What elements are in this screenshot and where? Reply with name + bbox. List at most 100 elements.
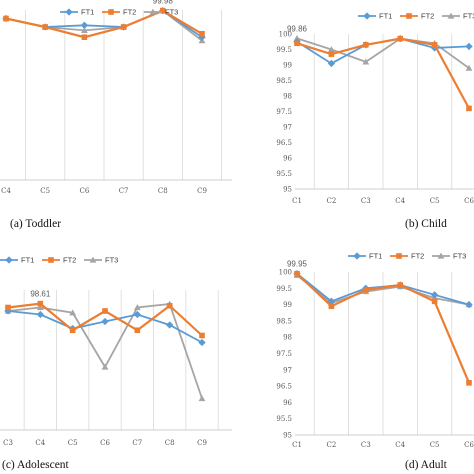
y-tick-label: 96 [283, 399, 292, 407]
data-point-ft3 [69, 309, 77, 316]
legend-label-ft1: FT1 [369, 252, 382, 261]
x-tick-label: C3 [361, 197, 371, 205]
data-point-ft2 [120, 24, 127, 30]
data-point-ft3 [198, 395, 206, 402]
data-point-ft2 [431, 42, 438, 48]
data-point-ft1 [465, 300, 473, 309]
x-tick-label: C7 [132, 439, 142, 447]
legend-label-ft2: FT2 [411, 252, 424, 261]
x-tick-label: C9 [197, 187, 207, 195]
data-point-ft1 [165, 321, 174, 329]
x-tick-label: C4 [395, 197, 405, 205]
series-line-ft2 [296, 37, 470, 109]
chart-caption: (b) Child [405, 218, 447, 230]
chart-caption: (a) Toddler [10, 218, 61, 230]
x-tick-label: C6 [100, 439, 110, 447]
data-point-ft1 [430, 291, 439, 299]
data-point-ft3 [328, 46, 335, 53]
data-point-ft3 [101, 363, 109, 370]
data-point-ft3 [362, 58, 370, 65]
legend-label-ft3: FT3 [105, 256, 118, 265]
y-tick-label: 97.5 [276, 108, 292, 116]
x-tick-label: C2 [326, 197, 336, 205]
data-point-ft1 [36, 310, 45, 319]
x-tick-label: C6 [464, 441, 474, 449]
y-tick-label: 95 [283, 432, 292, 440]
x-tick-label: C8 [165, 439, 175, 447]
y-tick-label: 97 [283, 366, 292, 374]
y-tick-label: 96 [283, 155, 292, 163]
data-point-ft2 [160, 7, 166, 14]
legend-marker-ft2 [48, 257, 54, 263]
data-label: 98.61 [30, 290, 51, 299]
y-tick-label: 97.5 [276, 350, 292, 358]
legend-label-ft1: FT1 [81, 8, 94, 17]
y-tick-label: 100 [279, 269, 292, 277]
x-tick-label: C1 [292, 197, 302, 205]
legend-marker-ft1 [353, 252, 361, 260]
data-point-ft2 [69, 327, 76, 334]
y-tick-label: 96.5 [276, 139, 292, 147]
data-point-ft2 [328, 51, 335, 57]
legend-marker-ft1 [363, 12, 371, 20]
data-label: 99.98 [153, 0, 174, 6]
x-tick-label: C8 [158, 187, 168, 195]
x-tick-label: C5 [430, 197, 440, 205]
x-tick-label: C4 [1, 187, 11, 195]
x-tick-label: C1 [292, 441, 302, 449]
x-tick-label: C4 [395, 441, 405, 449]
x-tick-label: C3 [361, 441, 371, 449]
data-point-ft2 [134, 327, 141, 334]
legend-marker-ft1 [65, 8, 73, 16]
y-tick-label: 98.5 [276, 77, 292, 85]
legend-marker-ft3 [437, 252, 445, 259]
y-tick-label: 96.5 [276, 383, 292, 391]
legend-label-ft3: FT3 [453, 252, 466, 261]
legend-marker-ft2 [406, 13, 412, 19]
legend-label-ft3: FT3 [165, 8, 178, 17]
x-tick-label: C5 [40, 187, 50, 195]
legend-label-ft3: FT3 [463, 12, 474, 21]
data-point-ft1 [198, 338, 206, 347]
data-point-ft1 [327, 59, 336, 68]
legend-label-ft2: FT2 [123, 8, 136, 17]
y-tick-label: 99 [283, 62, 292, 70]
legend-marker-ft2 [396, 253, 402, 259]
data-point-ft3 [465, 64, 473, 71]
data-point-ft2 [199, 31, 205, 37]
data-point-ft2 [397, 282, 403, 288]
y-tick-label: 99.5 [276, 285, 292, 293]
y-tick-label: 95.5 [276, 170, 292, 178]
x-tick-label: C9 [197, 439, 207, 447]
chart-panel-3: C3 C4 C5 C6 C7 C8 C9 98.61 FT1 FT2 FT3 (c) Adolesce… [0, 256, 232, 471]
x-tick-label: C7 [119, 187, 129, 195]
data-point-ft2 [294, 40, 300, 47]
y-tick-label: 98 [283, 93, 292, 101]
series-line-ft2 [5, 9, 203, 39]
data-point-ft2 [431, 298, 438, 305]
chart-caption: (c) Adolescent [2, 459, 70, 471]
data-point-ft2 [363, 287, 369, 293]
data-point-ft2 [102, 308, 108, 314]
data-point-ft2 [81, 34, 88, 40]
x-tick-label: C4 [35, 439, 45, 447]
legend-marker-ft3 [89, 256, 97, 263]
y-tick-label: 97 [283, 124, 292, 132]
x-tick-label: C3 [3, 439, 13, 447]
data-point-ft2 [397, 35, 403, 42]
legend-marker-ft1 [5, 256, 13, 264]
data-point-ft2 [3, 15, 9, 22]
data-point-ft2 [328, 303, 335, 310]
data-label: 99.86 [287, 24, 308, 33]
x-tick-label: C5 [430, 441, 440, 449]
x-tick-label: C2 [326, 441, 336, 449]
legend-label-ft2: FT2 [421, 12, 434, 21]
y-tick-label: 98.5 [276, 317, 292, 325]
data-point-ft2 [5, 304, 11, 311]
data-point-ft2 [466, 380, 472, 386]
data-point-ft2 [363, 42, 369, 48]
data-point-ft2 [42, 24, 48, 30]
data-point-ft1 [101, 317, 109, 326]
